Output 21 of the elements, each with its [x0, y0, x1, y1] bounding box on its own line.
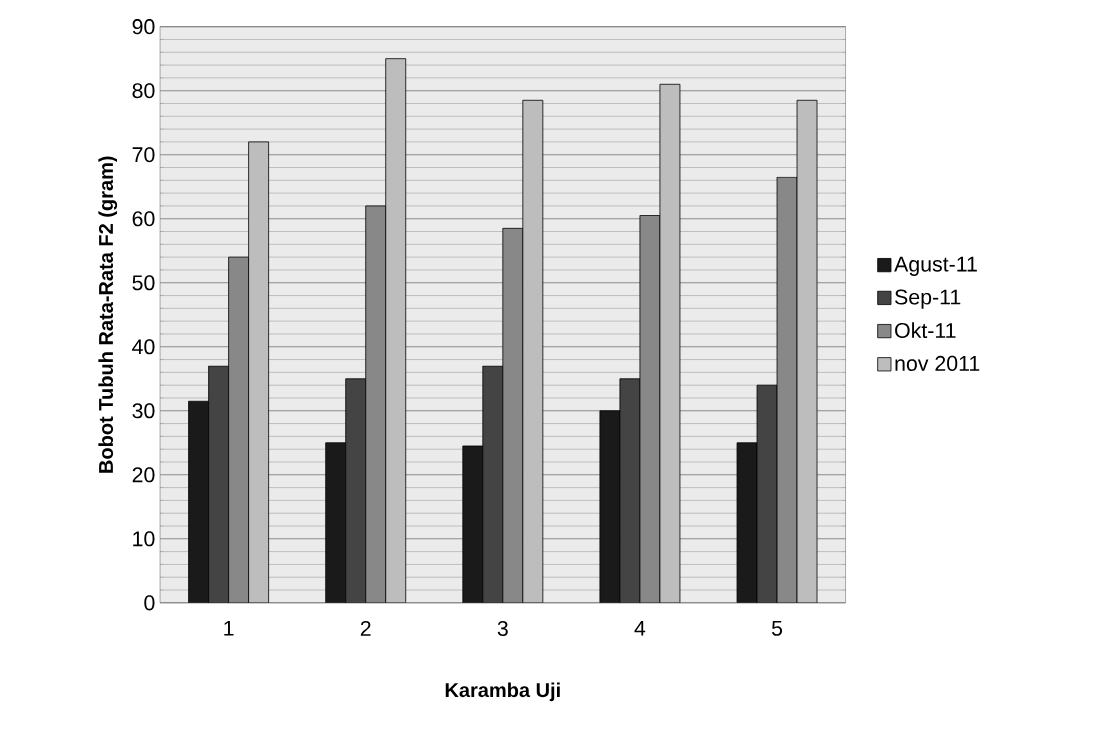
legend-label: Agust-11	[894, 256, 977, 277]
y-tick-label: 0	[144, 595, 155, 611]
x-tick-label: 4	[634, 621, 646, 636]
y-axis-title: Bobot Tubuh Rata-Rata F2 (gram)	[98, 156, 118, 473]
x-tick-label: 2	[360, 621, 371, 637]
y-tick-label: 30	[132, 403, 155, 419]
y-tick-label: 50	[132, 275, 155, 291]
x-tick-label: 1	[224, 621, 234, 636]
y-tick-label: 40	[132, 339, 155, 355]
x-axis-title: Karamba Uji	[445, 682, 560, 702]
y-tick-label: 60	[132, 211, 155, 227]
x-tick-label: 3	[497, 621, 508, 637]
y-tick-label: 70	[132, 147, 155, 163]
y-tick-label: 80	[132, 83, 155, 99]
legend-label: nov 2011	[895, 356, 980, 372]
legend-label: Sep-11	[895, 289, 961, 310]
y-tick-label: 90	[132, 19, 155, 35]
y-tick-label: 20	[132, 467, 155, 483]
x-tick-label: 5	[771, 621, 783, 636]
y-tick-label: 10	[133, 531, 155, 547]
legend-label: Okt-11	[895, 322, 956, 339]
